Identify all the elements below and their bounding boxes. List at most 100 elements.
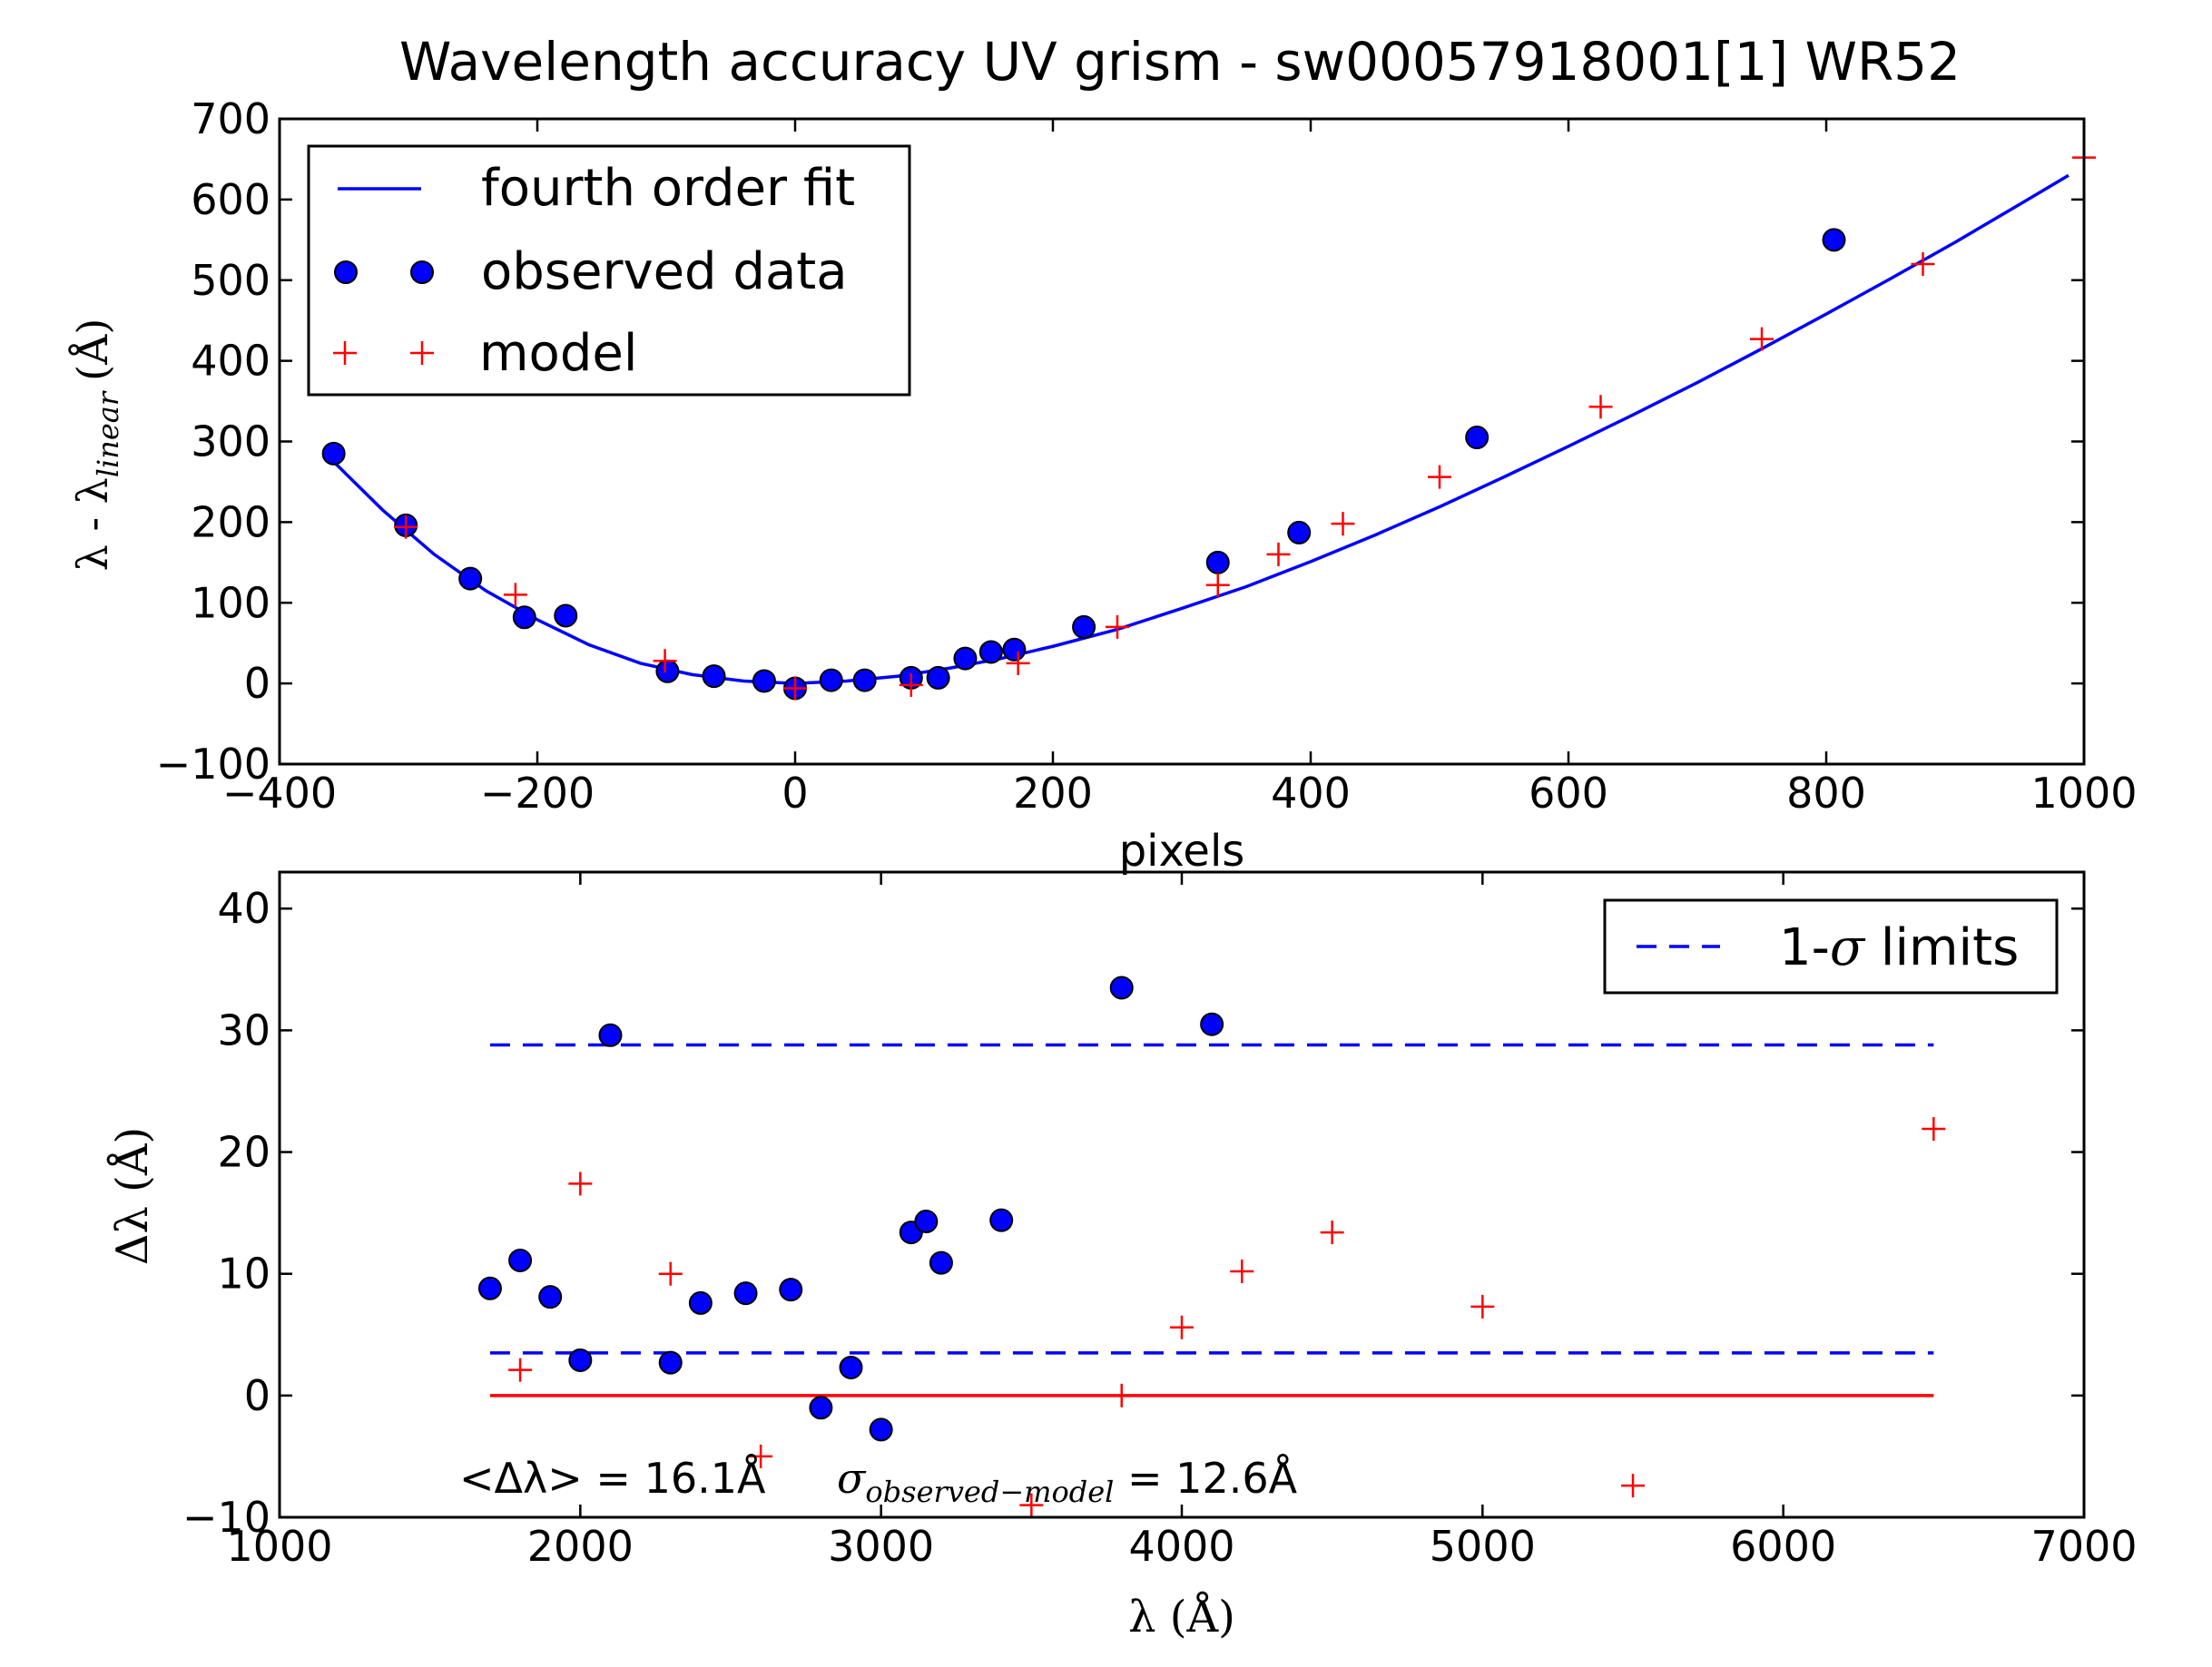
top-model-point <box>1428 465 1451 489</box>
bottom-model-point <box>1109 1383 1134 1407</box>
bottom-observed-point <box>733 1281 758 1306</box>
bottom-model-point <box>568 1172 593 1196</box>
top-ytick-label: 200 <box>191 497 270 546</box>
bottom-observed-point <box>538 1285 563 1309</box>
top-ytick-label: 700 <box>191 94 270 143</box>
top-xtick-label: 0 <box>782 769 808 818</box>
bottom-xtick-label: 7000 <box>2030 1522 2137 1571</box>
bottom-xtick-label: 2000 <box>527 1522 634 1571</box>
top-xtick-label: −200 <box>480 769 595 818</box>
bottom-observed-point <box>914 1210 939 1234</box>
bottom-model-point <box>1320 1221 1344 1245</box>
legend-sigma-symbol: σ <box>1830 918 1866 977</box>
legend-observed-marker-2 <box>410 260 434 284</box>
top-observed-data-point <box>321 441 346 466</box>
top-observed-data-point <box>1822 228 1846 252</box>
bottom-ytick-label: 30 <box>217 1005 270 1054</box>
top-ticks: −400 −200 0 200 400 600 800 1000 −100 0 100 200 300 4… <box>156 94 2138 818</box>
top-model-point <box>783 676 807 701</box>
top-legend: fourth order fit observed data model <box>307 144 911 397</box>
top-model-point <box>1331 512 1355 536</box>
top-observed-data-point <box>852 668 877 692</box>
top-ytick-label: 400 <box>191 337 270 386</box>
bottom-xtick-label: 4000 <box>1128 1522 1234 1571</box>
top-observed-data-point <box>1002 637 1027 662</box>
bottom-ytick-label: 20 <box>217 1128 270 1177</box>
top-ytick-label: 600 <box>191 175 270 224</box>
top-xtick-label: 800 <box>1786 769 1866 818</box>
bottom-xlabel: λ (Å) <box>1128 1591 1235 1642</box>
top-model-point <box>394 515 418 539</box>
top-observed-data-point <box>1072 614 1096 639</box>
top-ylabel-unit: (Å) <box>67 319 117 381</box>
bottom-observed-point <box>1109 976 1134 1000</box>
top-ylabel-subscript: linear <box>91 390 125 477</box>
top-ytick-label: −100 <box>156 740 270 789</box>
bottom-xtick-label: 3000 <box>828 1522 934 1571</box>
top-model-point <box>1006 651 1030 675</box>
top-observed-data-point <box>1465 426 1489 450</box>
bottom-model-point <box>1621 1474 1645 1498</box>
bottom-model-point <box>1170 1315 1194 1339</box>
top-ytick-label: 500 <box>191 256 270 305</box>
top-model-point <box>1911 251 1935 276</box>
bottom-plot-area <box>477 976 1946 1517</box>
top-model-point <box>1106 614 1129 639</box>
top-xtick-label: −400 <box>222 769 337 818</box>
bottom-panel: 1000 2000 3000 4000 5000 6000 7000 −10 0 10 20 30 40… <box>106 870 2138 1642</box>
top-xtick-label: 400 <box>1271 769 1351 818</box>
mean-annotation: <Δλ> = 16.1Å <box>459 1454 766 1503</box>
legend-model-marker-2 <box>410 341 434 365</box>
top-plot-area <box>321 145 2096 701</box>
legend-sigma-post: limits <box>1864 918 2019 977</box>
top-model-point <box>1588 395 1613 419</box>
bottom-legend: 1-σ limits <box>1603 898 2059 995</box>
top-observed-data-point <box>554 603 578 628</box>
bottom-model-point <box>658 1261 683 1286</box>
top-observed-data-point <box>926 665 950 690</box>
top-observed-data-point <box>702 664 726 689</box>
bottom-model-point <box>508 1358 533 1382</box>
bottom-observed-point <box>809 1396 833 1420</box>
bottom-ytick-label: 40 <box>217 884 270 933</box>
top-observed-data-point <box>1287 520 1312 544</box>
top-observed-data-point <box>978 640 1003 664</box>
top-observed-data-point <box>655 659 680 683</box>
top-panel: Wavelength accuracy UV grism - sw0005791… <box>67 31 2138 877</box>
bottom-ytick-label: 10 <box>217 1250 270 1299</box>
bottom-observed-point <box>508 1248 533 1272</box>
top-model-point <box>1266 542 1291 566</box>
bottom-observed-point <box>658 1350 683 1375</box>
legend-model-marker-1 <box>333 341 357 365</box>
top-observed-data-point <box>1205 550 1230 574</box>
top-xtick-label: 1000 <box>2030 769 2137 818</box>
top-ylabel: λ - λlinear (Å) <box>67 319 125 572</box>
bottom-model-point <box>1230 1260 1254 1284</box>
bottom-ytick-label: 0 <box>244 1371 270 1420</box>
bottom-observed-point <box>989 1208 1014 1232</box>
legend-observed-marker-1 <box>334 260 358 284</box>
bottom-model-point <box>749 1444 773 1468</box>
bottom-ylabel: Δλ (Å) <box>106 1127 158 1265</box>
top-xtick-label: 200 <box>1013 769 1093 818</box>
top-ytick-label: 300 <box>191 417 270 466</box>
bottom-observed-point <box>779 1278 803 1302</box>
bottom-observed-point <box>477 1276 502 1300</box>
top-model-point <box>653 649 677 673</box>
legend-model-label: model <box>479 324 637 383</box>
top-ytick-label: 100 <box>191 578 270 627</box>
top-observed-data-point <box>752 669 776 693</box>
bottom-model-point <box>1922 1117 1946 1142</box>
legend-sigma-label: 1-σ limits <box>1779 918 2019 977</box>
legend-observed-label: observed data <box>481 242 848 301</box>
top-observed-data-point <box>512 605 536 630</box>
bottom-model-point <box>1019 1493 1044 1517</box>
bottom-xtick-label: 5000 <box>1430 1522 1536 1571</box>
sigma-symbol: σ <box>837 1454 867 1503</box>
top-observed-data-point <box>953 646 978 671</box>
top-model-point <box>503 583 527 607</box>
sigma-subscript: observed−model <box>865 1475 1114 1509</box>
sigma-value: = 12.6Å <box>1114 1454 1297 1503</box>
top-model-point <box>1750 327 1774 351</box>
